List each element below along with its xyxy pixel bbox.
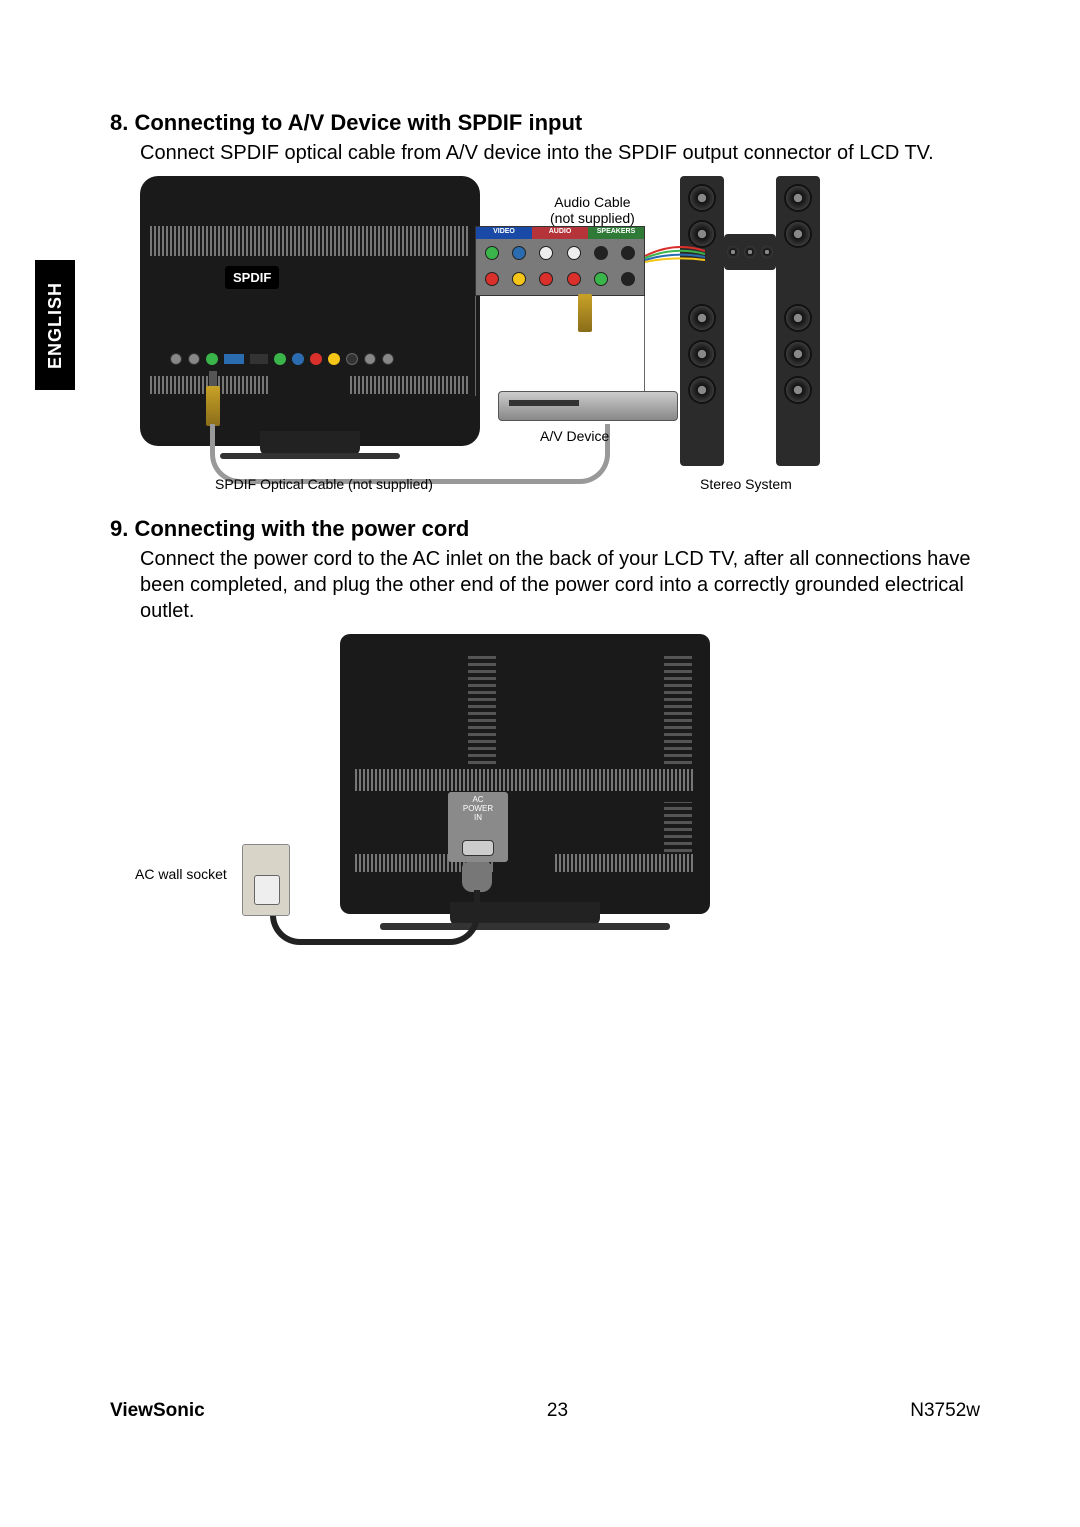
port-green-icon [206, 353, 218, 365]
port-red-icon [310, 353, 322, 365]
stereo-system-illustration [680, 176, 820, 466]
panel-header-speakers: SPEAKERS [588, 227, 644, 239]
diagram-power: AC POWER IN AC wall socket [230, 634, 750, 954]
tv-side-vent [664, 802, 692, 852]
port-yellow-icon [512, 272, 526, 286]
tv-ports-row [170, 351, 450, 367]
port-yellow-icon [328, 353, 340, 365]
speaker-driver-icon [688, 304, 716, 332]
port-white-icon [539, 246, 553, 260]
caption-stereo: Stereo System [700, 476, 792, 492]
speaker-driver-icon [688, 220, 716, 248]
wall-socket-illustration [242, 844, 290, 916]
av-device-illustration [498, 391, 678, 421]
tv-vents [355, 769, 695, 791]
section8-title: 8. Connecting to A/V Device with SPDIF i… [110, 110, 980, 136]
connector-panel-zoom: VIDEO AUDIO SPEAKERS [475, 226, 645, 296]
diagram-spdif: SPDIF VIDEO AUDIO SPEAKERS [140, 176, 820, 496]
tv-back-illustration [340, 634, 710, 914]
speaker-driver-icon [761, 246, 773, 258]
tv-side-vent [664, 654, 692, 764]
language-tab: ENGLISH [35, 260, 75, 390]
av-device-slot-icon [509, 400, 579, 406]
panel-ports [480, 241, 640, 291]
caption-wall-socket: AC wall socket [135, 866, 227, 882]
caption-av-device: A/V Device [540, 428, 609, 444]
caption-spdif-cable: SPDIF Optical Cable (not supplied) [215, 476, 433, 492]
port-icon [346, 353, 358, 365]
port-green-icon [594, 272, 608, 286]
section8-body: Connect SPDIF optical cable from A/V dev… [140, 140, 980, 166]
zoom-guide-lines [475, 296, 645, 396]
tv-side-vent [468, 654, 496, 764]
spdif-label: SPDIF [225, 266, 279, 289]
speaker-driver-icon [688, 340, 716, 368]
port-icon [364, 353, 376, 365]
port-icon [170, 353, 182, 365]
power-cord-icon [270, 890, 480, 945]
tv-vents [150, 226, 470, 256]
ac-inlet-panel: AC POWER IN [448, 792, 508, 862]
section9-body: Connect the power cord to the AC inlet o… [140, 546, 980, 624]
panel-header-audio: AUDIO [532, 227, 588, 239]
speaker-driver-icon [727, 246, 739, 258]
speaker-driver-icon [688, 376, 716, 404]
language-tab-text: ENGLISH [45, 281, 66, 368]
footer-page-number: 23 [547, 1400, 568, 1422]
port-icon [188, 353, 200, 365]
footer-model: N3752w [910, 1400, 980, 1422]
speaker-driver-icon [784, 340, 812, 368]
port-black-icon [621, 246, 635, 260]
section9-title: 9. Connecting with the power cord [110, 516, 980, 542]
port-white-icon [567, 246, 581, 260]
tv-vents [555, 854, 695, 872]
port-red-icon [567, 272, 581, 286]
page-content: 8. Connecting to A/V Device with SPDIF i… [110, 110, 980, 974]
port-black-icon [594, 246, 608, 260]
speaker-left [680, 176, 724, 466]
port-icon [382, 353, 394, 365]
speaker-driver-icon [784, 304, 812, 332]
speaker-driver-icon [784, 220, 812, 248]
power-plug-icon [462, 862, 492, 892]
zoom-spdif-plug-icon [578, 294, 592, 332]
caption-audio-line2: (not supplied) [550, 210, 635, 226]
panel-header: VIDEO AUDIO SPEAKERS [476, 227, 644, 239]
port-red-icon [539, 272, 553, 286]
speaker-wires-icon [645, 246, 705, 266]
port-black-icon [621, 272, 635, 286]
spdif-plug-icon [206, 386, 220, 426]
hdmi-port-icon [250, 354, 268, 364]
port-red-icon [485, 272, 499, 286]
speaker-driver-icon [744, 246, 756, 258]
vga-port-icon [224, 354, 244, 364]
speaker-driver-icon [784, 376, 812, 404]
panel-header-video: VIDEO [476, 227, 532, 239]
ac-inlet-label: AC POWER IN [448, 792, 508, 822]
page-footer: ViewSonic 23 N3752w [110, 1400, 980, 1422]
speaker-right [776, 176, 820, 466]
speaker-driver-icon [784, 184, 812, 212]
footer-brand: ViewSonic [110, 1400, 205, 1422]
tv-back-illustration [140, 176, 480, 446]
wall-outlet-icon [254, 875, 280, 905]
ac-socket-icon [462, 840, 494, 856]
caption-audio-line1: Audio Cable [550, 194, 635, 210]
port-green-icon [485, 246, 499, 260]
speaker-center [724, 234, 776, 270]
tv-vents-right [350, 376, 470, 394]
port-green-icon [274, 353, 286, 365]
speaker-driver-icon [688, 184, 716, 212]
caption-audio-cable: Audio Cable (not supplied) [550, 194, 635, 226]
port-blue-icon [292, 353, 304, 365]
spdif-connector-tip-icon [209, 371, 217, 387]
port-blue-icon [512, 246, 526, 260]
